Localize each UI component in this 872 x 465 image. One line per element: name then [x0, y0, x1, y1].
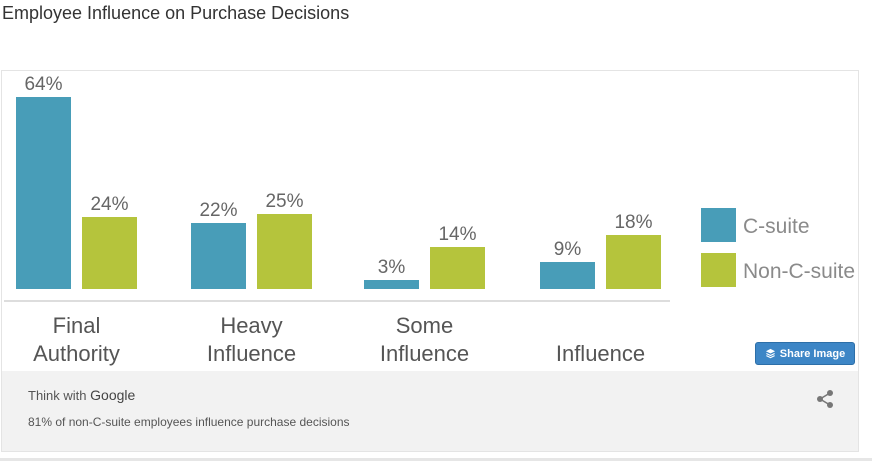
data-label: 14% — [438, 224, 476, 245]
legend-label: Non-C-suite — [743, 260, 855, 283]
bar-c-suite-1 — [191, 223, 246, 289]
data-label: 24% — [90, 194, 128, 215]
bar-non-c-suite-2 — [430, 247, 485, 289]
data-label: 22% — [199, 200, 237, 221]
category-label: Some — [396, 313, 453, 338]
category-label: Final — [53, 313, 101, 338]
layers-icon — [765, 348, 775, 359]
category-label: Influence — [380, 341, 469, 366]
data-label: 25% — [265, 191, 303, 212]
chart-footer: Think with Google 81% of non-C-suite emp… — [2, 371, 858, 451]
brand-prefix: Think with — [28, 388, 87, 403]
legend-swatch — [701, 208, 736, 242]
bottom-divider — [0, 458, 872, 461]
category-label: Influence — [556, 341, 645, 366]
bar-c-suite-2 — [364, 280, 419, 289]
share-icon[interactable] — [814, 388, 836, 410]
bar-c-suite-3 — [540, 262, 595, 289]
chart-card: 64% 22% 3% 9% 24% 25% 14% 18% Final Authority Heav… — [1, 70, 859, 452]
brand: Think with Google — [28, 387, 135, 403]
data-label: 9% — [554, 239, 582, 260]
legend-swatch — [701, 253, 736, 287]
page-title: Employee Influence on Purchase Decisions — [2, 3, 350, 23]
category-label: Influence — [207, 341, 296, 366]
chart-caption: 81% of non-C-suite employees influence p… — [28, 415, 350, 429]
data-label: 18% — [614, 212, 652, 233]
legend-label: C-suite — [743, 215, 810, 238]
share-image-button[interactable]: Share Image — [755, 342, 855, 365]
bar-chart: 64% 22% 3% 9% 24% 25% 14% 18% Final Authority Heav… — [4, 74, 855, 366]
bar-c-suite-0 — [16, 97, 71, 289]
data-label: 3% — [378, 257, 406, 278]
bar-non-c-suite-1 — [257, 214, 312, 289]
category-label: Authority — [33, 341, 120, 366]
category-label: Heavy — [220, 313, 282, 338]
bar-non-c-suite-0 — [82, 217, 137, 289]
share-image-label: Share Image — [779, 347, 846, 360]
data-label: 64% — [24, 74, 62, 95]
brand-name: Google — [90, 387, 136, 403]
bar-non-c-suite-3 — [606, 235, 661, 289]
